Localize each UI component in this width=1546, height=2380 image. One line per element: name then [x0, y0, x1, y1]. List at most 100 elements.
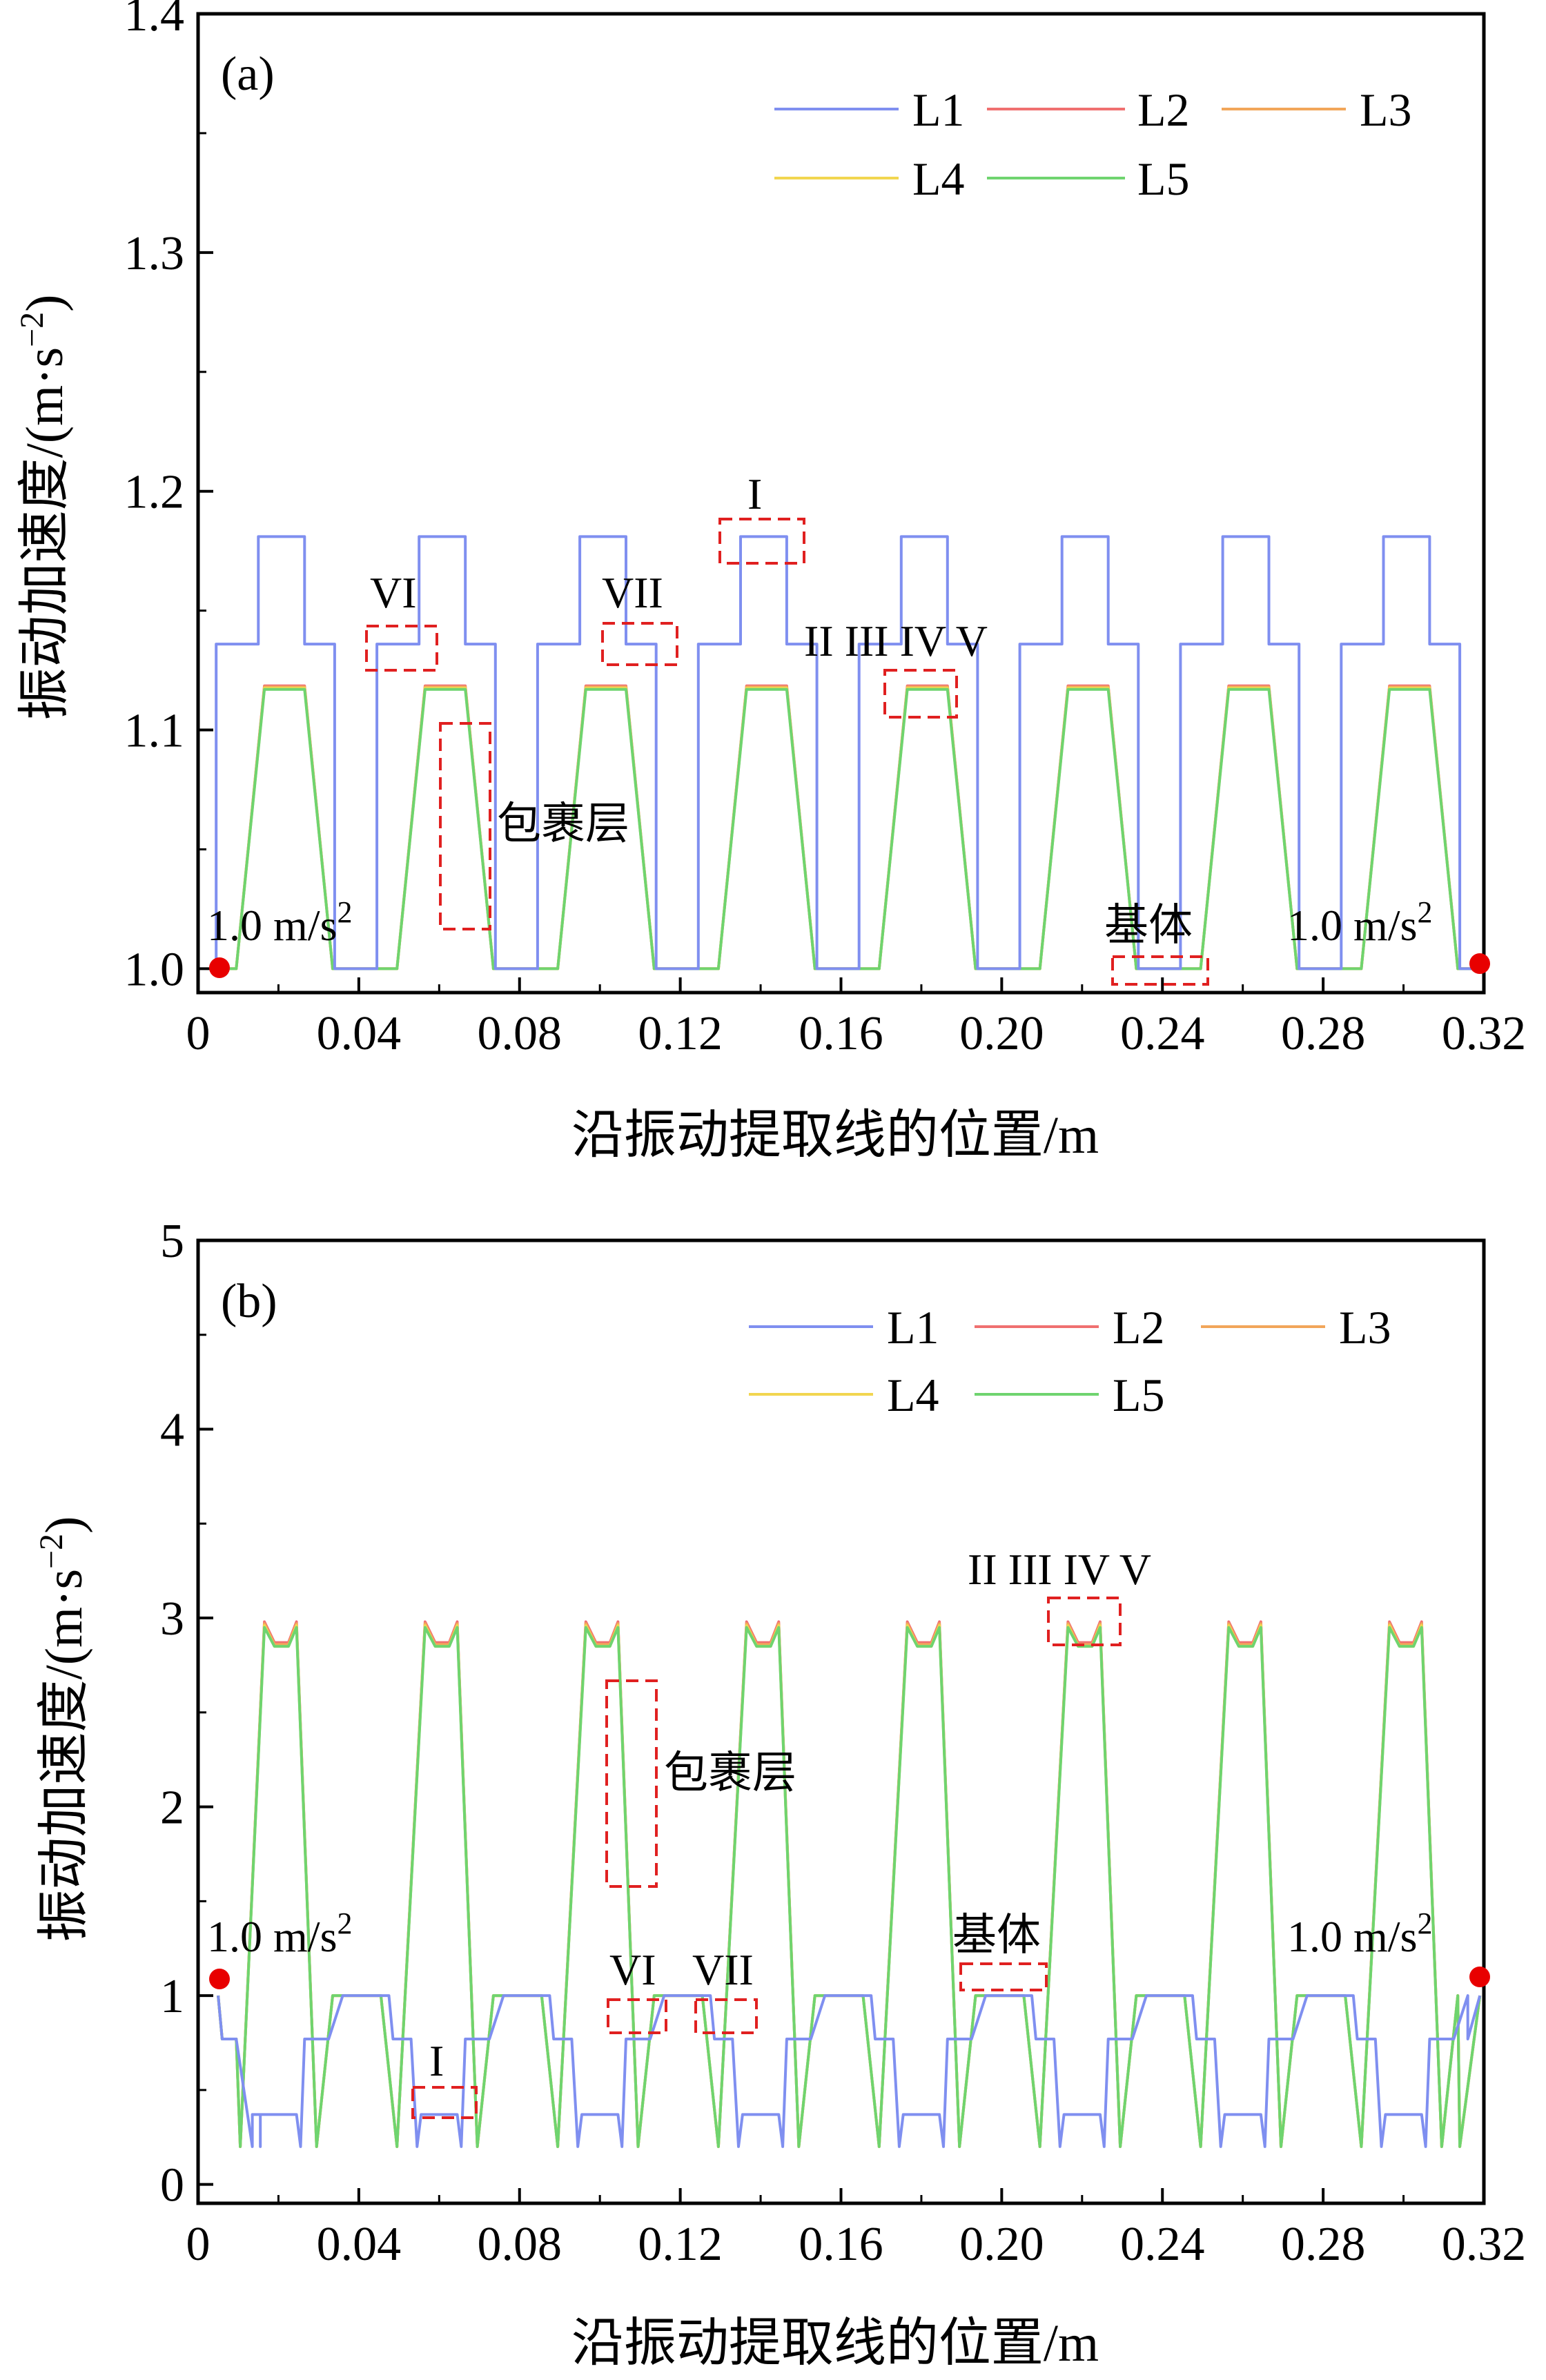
panel-a-series — [210, 535, 1480, 970]
y-tick-label: 1.4 — [124, 0, 185, 41]
annotation-box-b-substrate — [959, 1962, 1048, 1991]
panel-b-xlabel: 沿振动提取线的位置/m — [571, 2314, 1099, 2372]
panel-b-series — [217, 1620, 1482, 2148]
panel-b-ylabel-close: ) — [35, 1516, 93, 1534]
y-tick-label: 0 — [160, 2159, 184, 2212]
panel-b-end-sup: 2 — [1417, 1906, 1432, 1940]
panel-b-annotation-boxes — [411, 1597, 1122, 2119]
annotation-a-i: I — [747, 469, 762, 518]
y-tick-label: 1.0 — [124, 943, 185, 996]
panel-a-label: (a) — [221, 48, 275, 101]
x-tick-label: 0.28 — [1281, 2218, 1366, 2271]
panel-a-end-marker — [1469, 953, 1490, 974]
series-l1-line — [217, 1994, 1482, 2148]
annotation-box-a-group — [883, 669, 958, 719]
annotation-box-a-coating — [439, 722, 491, 930]
panel-a-ticks: 0 0.04 0.08 0.12 0.16 0.20 0.24 0.28 0.32 1.0 1.1 1… — [124, 0, 1527, 1060]
legend-a-l2-label: L2 — [1137, 84, 1190, 136]
panel-b-ylabel-sup: −2 — [33, 1534, 70, 1569]
x-tick-label: 0.12 — [638, 2218, 723, 2271]
x-tick-label: 0.32 — [1442, 2218, 1527, 2271]
annotation-box-a-substrate — [1111, 955, 1209, 986]
x-tick-label: 0.12 — [638, 1007, 723, 1060]
legend-a-l4-label: L4 — [912, 153, 965, 205]
panel-a-ylabel: 振动加速度/(m·s−2) — [14, 295, 74, 721]
annotation-a-vi: VI — [370, 568, 417, 617]
x-tick-label: 0.16 — [799, 1007, 883, 1060]
legend-b-l2-label: L2 — [1113, 1301, 1165, 1354]
panel-a-end-value: 1.0 m/s — [1287, 901, 1417, 950]
legend-a-l3-label: L3 — [1360, 84, 1412, 136]
panel-a-annotation-boxes — [365, 518, 1209, 986]
panel-b-ticks: 0 0.04 0.08 0.12 0.16 0.20 0.24 0.28 0.32 0 1 2 3 4 5 — [160, 1215, 1526, 2271]
annotation-a-group: II III IV V — [804, 616, 988, 665]
panel-b-start-marker — [209, 1969, 230, 1989]
panel-a-start-value: 1.0 m/s — [207, 901, 337, 950]
panel-b-start-label: 1.0 m/s2 — [207, 1906, 352, 1961]
annotation-box-b-vi — [607, 1998, 667, 2034]
panel-b-ylabel: 振动加速度/(m·s−2) — [33, 1516, 93, 1942]
panel-a-ylabel-main: 振动加速度/(m·s — [16, 347, 74, 720]
panel-a-start-marker — [209, 957, 230, 978]
panel-b-start-value: 1.0 m/s — [207, 1912, 337, 1961]
annotation-box-b-group — [1047, 1597, 1122, 1646]
x-tick-label: 0.08 — [478, 2218, 562, 2271]
annotation-a-substrate: 基体 — [1104, 901, 1193, 950]
annotation-b-vi: VI — [609, 1945, 656, 1994]
panel-b-end-label: 1.0 m/s2 — [1287, 1906, 1432, 1961]
panel-a-legend: L1 L2 L3 L4 L5 — [774, 84, 1412, 205]
panel-a-xlabel: 沿振动提取线的位置/m — [571, 1106, 1099, 1164]
annotation-b-substrate: 基体 — [952, 1911, 1041, 1960]
legend-b-l3-label: L3 — [1339, 1301, 1391, 1354]
panel-b-label: (b) — [221, 1275, 277, 1328]
annotation-b-group: II III IV V — [968, 1545, 1151, 1594]
panel-b: 0 0.04 0.08 0.12 0.16 0.20 0.24 0.28 0.32012345 … — [33, 1215, 1526, 2372]
panel-a-start-sup: 2 — [337, 895, 352, 929]
panel-b-end-value: 1.0 m/s — [1287, 1912, 1417, 1961]
y-tick-label: 4 — [160, 1404, 184, 1457]
x-tick-label: 0.08 — [478, 1007, 562, 1060]
annotation-a-coating: 包裹层 — [497, 799, 629, 848]
legend-a-l5-label: L5 — [1137, 153, 1190, 205]
x-tick-label: 0.24 — [1120, 2218, 1205, 2271]
y-tick-label: 3 — [160, 1592, 184, 1646]
panel-a-end-sup: 2 — [1417, 895, 1432, 929]
panel-b-start-sup: 2 — [337, 1906, 352, 1940]
annotation-box-b-vii — [694, 1998, 758, 2034]
x-tick-label: 0.32 — [1442, 1007, 1527, 1060]
legend-b-l5-label: L5 — [1113, 1369, 1165, 1421]
x-tick-label: 0.04 — [317, 1007, 402, 1060]
series-l1-line — [210, 535, 1480, 970]
y-tick-label: 1.2 — [124, 466, 185, 519]
panel-a-ylabel-sup: −2 — [14, 312, 50, 347]
series-l5-line — [217, 1626, 1482, 2148]
annotation-b-vii: VII — [692, 1945, 754, 1994]
x-tick-label: 0 — [186, 2218, 211, 2271]
y-tick-label: 5 — [160, 1215, 184, 1268]
annotation-b-i: I — [429, 2036, 444, 2085]
y-tick-label: 1.1 — [124, 705, 185, 758]
panel-b-end-marker — [1469, 1967, 1490, 1987]
y-tick-label: 1.3 — [124, 227, 185, 280]
x-tick-label: 0.20 — [959, 2218, 1044, 2271]
x-tick-label: 0.24 — [1120, 1007, 1205, 1060]
x-tick-label: 0.04 — [317, 2218, 402, 2271]
annotation-a-vii: VII — [602, 568, 663, 617]
panel-a-plot-frame — [196, 12, 1486, 995]
y-tick-label: 2 — [160, 1782, 184, 1835]
x-tick-label: 0.16 — [799, 2218, 883, 2271]
annotation-box-b-coating — [605, 1679, 658, 1888]
legend-b-l4-label: L4 — [887, 1369, 939, 1421]
legend-b-l1-label: L1 — [887, 1301, 939, 1354]
annotation-box-b-i — [411, 2086, 478, 2119]
legend-a-l1-label: L1 — [912, 84, 965, 136]
panel-b-ylabel-main: 振动加速度/(m·s — [35, 1569, 93, 1942]
annotation-box-a-i — [718, 518, 805, 565]
y-tick-label: 1 — [160, 1970, 184, 2023]
panel-a-ylabel-close: ) — [16, 295, 74, 312]
x-tick-label: 0.20 — [959, 1007, 1044, 1060]
panel-a: 0 0.04 0.08 0.12 0.16 0.20 0.24 0.28 0.32 1.0 1.1 1… — [14, 0, 1526, 1164]
panel-b-plot-frame — [196, 1238, 1486, 2205]
x-tick-label: 0 — [186, 1007, 211, 1060]
